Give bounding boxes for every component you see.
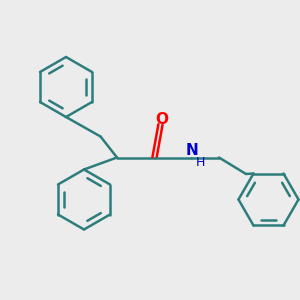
Text: H: H bbox=[195, 156, 205, 170]
Text: O: O bbox=[155, 112, 169, 128]
Text: N: N bbox=[186, 143, 198, 158]
